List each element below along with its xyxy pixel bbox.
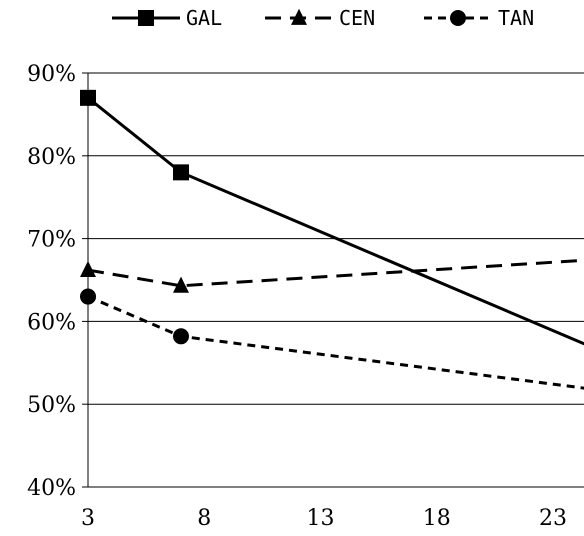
y-tick-label: 50% [27,393,76,418]
legend-label-cen: CEN [339,6,375,30]
series-line-cen [87,258,584,288]
y-tick-label: 40% [27,476,76,501]
legend-marker-gal [138,10,154,26]
legend-marker-tan [450,10,466,26]
x-tick-label: 18 [423,506,451,531]
legend-item-cen: CEN [265,6,375,30]
legend: GAL CEN TAN [112,6,534,30]
legend-item-gal: GAL [112,6,222,30]
series-gal [80,89,584,346]
point-gal [173,164,189,181]
point-tan [173,328,189,345]
legend-marker-cen [291,8,307,25]
y-tick-label: 90% [27,62,76,87]
axes [82,72,584,488]
legend-label-tan: TAN [498,6,534,30]
x-tick-label: 23 [539,506,567,531]
tick-labels: 40% 50% 60% 70% 80% 90% 3 8 13 18 23 [27,62,567,531]
y-tick-label: 80% [27,145,76,170]
legend-label-gal: GAL [186,6,222,30]
point-cen [80,260,96,277]
y-tick-label: 70% [27,228,76,253]
x-tick-label: 8 [197,506,211,531]
x-tick-label: 3 [81,506,95,531]
series-tan [80,288,584,390]
series-layer [80,89,584,390]
legend-item-tan: TAN [424,6,534,30]
point-gal [80,89,96,106]
series-line-gal [87,96,584,346]
x-tick-label: 13 [307,506,335,531]
y-tick-label: 60% [27,310,76,335]
point-cen [173,276,189,293]
point-tan [80,288,96,305]
series-cen [80,258,584,293]
